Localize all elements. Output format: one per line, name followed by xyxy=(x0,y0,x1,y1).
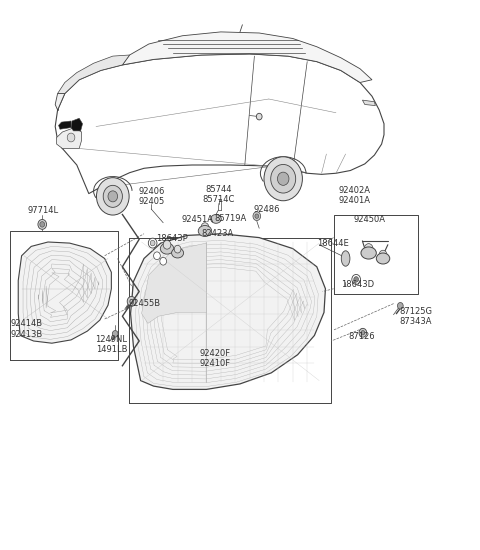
Polygon shape xyxy=(131,234,325,389)
Circle shape xyxy=(352,274,360,284)
Text: 85719A: 85719A xyxy=(215,214,247,223)
Text: 87125G
87343A: 87125G 87343A xyxy=(399,306,432,326)
Circle shape xyxy=(103,185,122,207)
Polygon shape xyxy=(18,242,111,343)
Circle shape xyxy=(397,302,403,309)
Text: 92486: 92486 xyxy=(253,205,280,213)
Circle shape xyxy=(148,238,157,248)
Circle shape xyxy=(256,113,262,120)
Circle shape xyxy=(154,252,160,260)
Circle shape xyxy=(150,240,155,246)
Polygon shape xyxy=(55,94,65,110)
Ellipse shape xyxy=(361,247,376,259)
Polygon shape xyxy=(71,118,83,131)
Ellipse shape xyxy=(376,253,390,264)
Circle shape xyxy=(127,296,136,306)
Circle shape xyxy=(174,245,181,253)
Text: 82423A: 82423A xyxy=(202,229,234,238)
Circle shape xyxy=(163,240,171,249)
Circle shape xyxy=(201,223,209,232)
Text: 1249NL
1491LB: 1249NL 1491LB xyxy=(96,334,127,354)
Ellipse shape xyxy=(160,243,174,254)
Circle shape xyxy=(354,277,359,282)
Circle shape xyxy=(96,178,129,215)
Ellipse shape xyxy=(211,214,221,223)
Circle shape xyxy=(271,164,296,193)
Circle shape xyxy=(38,219,47,229)
Circle shape xyxy=(67,133,75,142)
Text: 85744
85714C: 85744 85714C xyxy=(202,185,235,205)
Polygon shape xyxy=(59,121,71,129)
Text: 92455B: 92455B xyxy=(129,299,161,308)
Text: 92414B
92413B: 92414B 92413B xyxy=(11,319,43,339)
Circle shape xyxy=(264,157,302,201)
Polygon shape xyxy=(122,32,372,82)
Circle shape xyxy=(253,212,261,221)
Ellipse shape xyxy=(341,251,350,266)
Polygon shape xyxy=(142,243,206,323)
Text: 92451A: 92451A xyxy=(181,215,214,224)
Text: 92420F
92410F: 92420F 92410F xyxy=(200,349,230,368)
Polygon shape xyxy=(58,55,130,94)
Circle shape xyxy=(108,191,118,202)
Circle shape xyxy=(359,328,367,337)
Ellipse shape xyxy=(172,248,184,258)
Circle shape xyxy=(277,172,289,185)
Text: 18644E: 18644E xyxy=(317,239,348,248)
Text: 92406
92405: 92406 92405 xyxy=(138,186,164,206)
Circle shape xyxy=(343,255,348,262)
Circle shape xyxy=(379,250,387,259)
Text: 87126: 87126 xyxy=(348,332,375,341)
Text: 92450A: 92450A xyxy=(354,216,386,224)
Ellipse shape xyxy=(198,226,212,236)
Text: 97714L: 97714L xyxy=(28,206,59,214)
Text: 92402A
92401A: 92402A 92401A xyxy=(338,185,370,205)
Polygon shape xyxy=(362,100,375,106)
Text: 18643D: 18643D xyxy=(341,280,374,289)
Text: 18643P: 18643P xyxy=(156,234,188,243)
Circle shape xyxy=(160,257,167,265)
Polygon shape xyxy=(57,128,82,148)
Circle shape xyxy=(255,214,259,218)
Circle shape xyxy=(40,222,45,227)
Circle shape xyxy=(361,331,365,335)
Circle shape xyxy=(112,331,118,337)
Circle shape xyxy=(364,244,373,254)
